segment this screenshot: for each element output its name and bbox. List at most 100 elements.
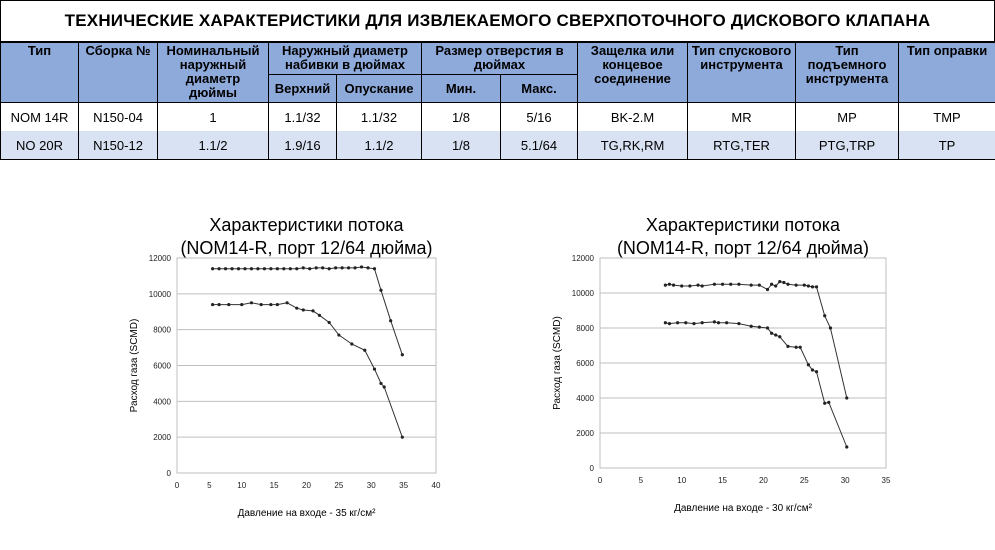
data-point (337, 333, 341, 337)
y-tick-label: 4000 (153, 397, 171, 406)
x-tick-label: 40 (432, 481, 441, 490)
data-point (845, 396, 849, 400)
data-point (757, 325, 761, 329)
data-point (823, 401, 827, 405)
flow-chart-1: Характеристики потока (NOM14-R, порт 12/6… (110, 205, 470, 545)
data-point (774, 333, 778, 337)
data-point (845, 445, 849, 449)
y-tick-label: 12000 (572, 254, 595, 263)
data-point (275, 267, 279, 271)
x-axis-label: Давление на входе - 30 кг/см² (674, 503, 813, 514)
flow-chart-1-svg: Характеристики потока (NOM14-R, порт 12/6… (129, 215, 441, 519)
data-point (217, 302, 221, 307)
cell-latch: BK-2.M (577, 102, 689, 131)
plot-area (176, 257, 437, 474)
header-type: Тип (0, 42, 79, 103)
y-axis-label: Расход газа (SCMD) (552, 316, 563, 410)
data-point (798, 345, 802, 349)
x-tick-label: 5 (207, 481, 212, 490)
data-point (667, 322, 672, 326)
plot-area (599, 257, 887, 469)
y-tick-label: 10000 (149, 290, 172, 299)
data-point (671, 283, 676, 287)
cell-orifice-max: 5/16 (499, 102, 579, 131)
series-line-1 (212, 266, 403, 355)
y-tick-label: 12000 (149, 254, 172, 263)
data-point (301, 308, 305, 312)
data-point (774, 284, 778, 288)
flow-chart-2: Характеристики потока (NOM14-R, порт 12/6… (530, 205, 910, 545)
data-point (256, 267, 260, 271)
data-point (712, 320, 716, 324)
y-tick-label: 6000 (576, 359, 594, 368)
header-pulling-tool: Тип подъемного инструмента (795, 42, 900, 103)
chart-subtitle: (NOM14-R, порт 12/64 дюйма) (617, 238, 869, 258)
cell-running-tool: RTG,TER (687, 131, 797, 160)
data-point (700, 284, 704, 288)
flow-chart-2-svg: Характеристики потока (NOM14-R, порт 12/6… (552, 215, 891, 514)
data-point (269, 302, 273, 307)
data-point (353, 266, 357, 270)
x-tick-label: 10 (677, 476, 686, 485)
data-point (350, 342, 354, 346)
header-assembly: Сборка № (78, 42, 158, 103)
data-point (676, 321, 680, 325)
y-tick-label: 8000 (576, 324, 594, 333)
data-point (382, 385, 386, 389)
x-tick-label: 35 (882, 476, 891, 485)
x-tick-label: 0 (598, 476, 603, 485)
chart-subtitle: (NOM14-R, порт 12/64 дюйма) (180, 238, 432, 258)
data-point (363, 348, 367, 352)
data-point (211, 302, 215, 307)
data-point (400, 353, 404, 357)
data-point (696, 283, 700, 287)
data-point (243, 267, 247, 271)
x-tick-label: 10 (237, 481, 246, 490)
cell-packing-upper: 1.9/16 (268, 131, 337, 160)
data-point (729, 282, 733, 286)
y-tick-label: 2000 (576, 429, 594, 438)
cell-mandrel: TP (898, 131, 995, 160)
data-point (778, 280, 782, 284)
cell-pulling-tool: PTG,TRP (795, 131, 900, 160)
header-packing-od: Наружный диаметр набивки в дюймах (268, 42, 422, 75)
data-point (667, 282, 672, 286)
data-point (765, 287, 770, 292)
cell-nominal-od: 1 (157, 102, 269, 131)
data-point (806, 284, 810, 288)
header-packing-upper: Верхний (268, 74, 337, 103)
x-tick-label: 5 (639, 476, 644, 485)
data-point (802, 283, 806, 287)
x-tick-label: 20 (302, 481, 311, 490)
cell-orifice-min: 1/8 (421, 102, 501, 131)
data-point (770, 282, 774, 286)
cell-assembly: N150-12 (78, 131, 158, 160)
data-point (288, 267, 292, 271)
data-point (663, 283, 667, 287)
data-point (334, 266, 338, 270)
data-point (340, 266, 344, 270)
data-point (794, 283, 798, 287)
data-point (806, 363, 810, 367)
cell-packing-lower: 1.1/2 (336, 131, 422, 160)
header-latch: Защелка или концевое соединение (577, 42, 689, 103)
data-point (688, 284, 692, 288)
data-point (810, 285, 815, 289)
header-mandrel: Тип оправки (898, 42, 995, 103)
data-point (314, 266, 318, 270)
x-tick-label: 30 (367, 481, 376, 490)
data-point (295, 267, 299, 271)
data-point (282, 267, 286, 271)
x-tick-label: 20 (759, 476, 768, 485)
header-nominal-od: Номинальный наружный диаметр дюймы (157, 42, 269, 103)
y-tick-label: 0 (167, 469, 172, 478)
y-tick-label: 10000 (572, 289, 595, 298)
chart-title: Характеристики потока (646, 215, 841, 235)
data-point (786, 344, 790, 348)
cell-type: NO 20R (0, 131, 79, 160)
data-point (285, 301, 289, 305)
header-orifice-min: Мин. (421, 74, 501, 103)
data-point (814, 370, 819, 374)
table-row: NOM 14R N150-04 1 1.1/32 1.1/32 1/8 5/16… (0, 102, 995, 131)
data-point (230, 267, 234, 271)
